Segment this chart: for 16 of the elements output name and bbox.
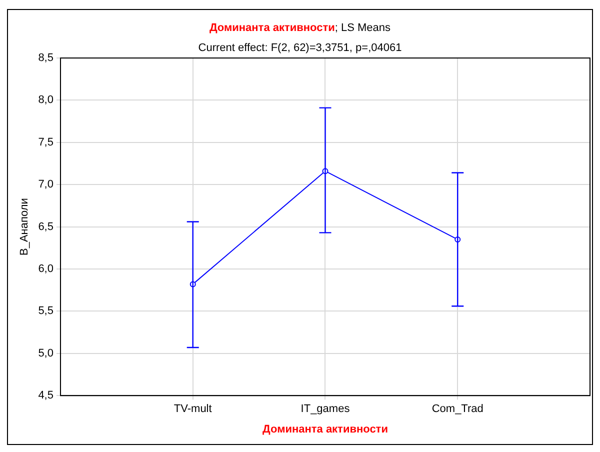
y-tick-label: 6,0 [38, 263, 54, 276]
y-tick-label: 8,0 [38, 94, 54, 106]
chart-title: Доминанта активности; LS Means [209, 22, 391, 34]
y-axis-title: В_Анаполи [18, 198, 31, 256]
y-tick-label: 5,0 [38, 347, 54, 360]
x-tick-label: IT_games [300, 403, 350, 416]
x-tick-label: TV-mult [174, 403, 212, 416]
y-tick-label: 7,0 [38, 178, 54, 191]
x-axis-title: Доминанта активности [262, 423, 388, 436]
y-tick-label: 8,5 [38, 52, 54, 64]
x-tick-label: Com_Trad [432, 403, 484, 416]
chart-subtitle: Current effect: F(2, 62)=3,3751, p=,04061 [197, 42, 403, 54]
y-tick-label: 6,5 [38, 220, 54, 233]
y-tick-label: 4,5 [38, 390, 54, 402]
y-tick-label: 5,5 [38, 305, 54, 318]
y-tick-label: 7,5 [38, 136, 54, 148]
